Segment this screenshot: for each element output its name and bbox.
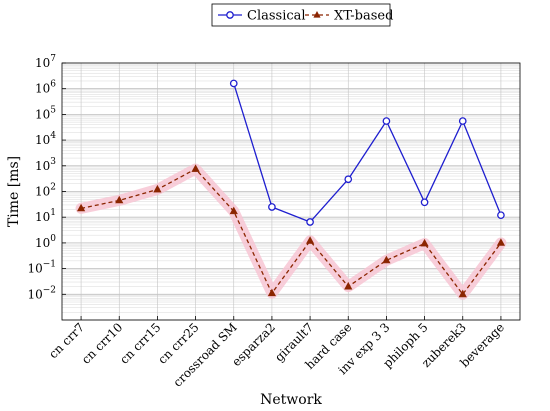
- x-tick-label: cn crr10: [79, 320, 125, 366]
- x-tick-label: cn crr15: [117, 320, 163, 366]
- series-line-classical: [233, 83, 502, 223]
- classical-point: [458, 117, 467, 125]
- legend-marker-classical: [226, 11, 234, 19]
- markers: [76, 79, 506, 298]
- y-tick-label: 107: [35, 54, 56, 70]
- x-axis-title: Network: [260, 392, 322, 408]
- classical-point: [420, 198, 429, 207]
- grid: [62, 63, 520, 321]
- legend-entry-xt-based: XT-based: [305, 9, 393, 24]
- xt-based-point: [153, 184, 162, 193]
- xt-based-point: [382, 255, 391, 264]
- y-tick-label: 10−2: [27, 285, 56, 301]
- xt-based-point: [76, 203, 86, 212]
- y-tick-label: 104: [35, 131, 56, 147]
- classical-point: [306, 218, 314, 226]
- y-tick-label: 101: [35, 208, 56, 224]
- legend: Classical XT-based: [211, 3, 393, 27]
- legend-entry-classical: Classical: [218, 9, 306, 24]
- xt-based-point: [458, 289, 467, 298]
- classical-point: [229, 79, 238, 88]
- y-tick-label: 106: [35, 80, 56, 96]
- classical-point: [497, 211, 505, 220]
- highlight-band: [75, 163, 507, 300]
- xt-based-point: [305, 236, 315, 244]
- y-tick-label: 10−1: [27, 260, 56, 276]
- y-tick-label: 100: [35, 234, 56, 250]
- xt-based-point: [344, 281, 353, 290]
- legend-label-xt-based: XT-based: [334, 9, 393, 24]
- xt-based-point: [496, 238, 506, 246]
- xt-based-point: [229, 206, 238, 215]
- classical-point: [382, 117, 391, 125]
- xt-based-point: [420, 238, 429, 247]
- xt-based-point: [115, 195, 124, 204]
- y-tick-label: 102: [35, 183, 56, 199]
- xt-based-highlight: [75, 163, 507, 300]
- classical-point: [268, 203, 276, 211]
- y-tick-label: 103: [35, 157, 56, 173]
- legend-marker-xt-based: [313, 11, 321, 18]
- series-line-xt-based: [80, 168, 502, 295]
- y-tick-label: 105: [35, 105, 56, 121]
- y-axis-ticks: 10−2 10−1 100 101 102 103 104 105 106 107: [27, 54, 66, 301]
- legend-box: [211, 3, 391, 27]
- legend-label-classical: Classical: [247, 9, 306, 24]
- series-lines: [80, 83, 502, 295]
- y-axis-title: Time [ms]: [6, 156, 22, 227]
- xt-based-point: [191, 164, 200, 172]
- xt-based-point: [267, 288, 277, 297]
- classical-point: [344, 175, 353, 184]
